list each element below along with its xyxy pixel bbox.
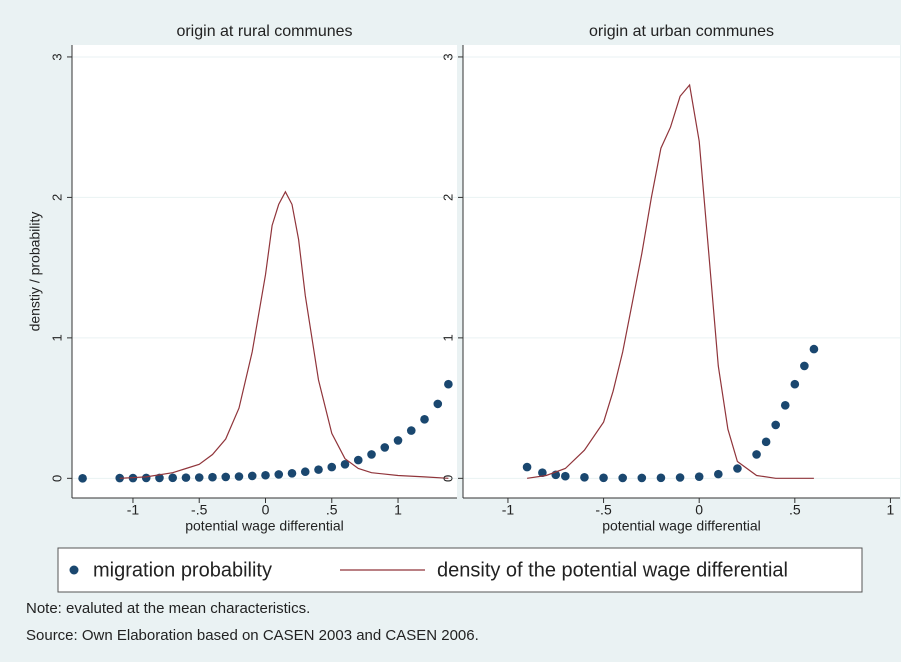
scatter-point [181,473,191,482]
x-axis-title: potential wage differential [185,518,344,534]
legend-label: density of the potential wage differenti… [437,559,788,581]
x-axis-title: potential wage differential [602,518,761,534]
x-tick-label: -.5 [595,502,612,518]
y-tick-label: 2 [49,194,64,201]
scatter-point [261,470,270,480]
scatter-point [353,455,363,465]
scatter-point [733,464,742,473]
scatter-point [637,473,647,483]
scatter-point [752,450,761,459]
y-tick-label: 3 [49,53,64,60]
scatter-point [522,462,532,472]
scatter-point [340,459,350,469]
scatter-point [300,467,310,477]
scatter-point [287,468,297,478]
scatter-point [599,473,608,483]
scatter-point [367,450,376,459]
scatter-point [714,469,723,479]
x-tick-label: 1 [394,502,402,518]
source: Source: Own Elaboration based on CASEN 2… [26,627,479,644]
scatter-point [194,473,204,482]
legend-box [57,547,863,593]
scatter-point [761,437,771,447]
scatter-point [538,468,547,478]
y-axis-title: denstiy / probability [27,212,43,332]
scatter-point [444,379,453,389]
y-tick-label: 0 [440,475,455,482]
scatter-point [561,471,570,481]
scatter-point [790,379,800,389]
scatter-point [580,473,589,482]
x-tick-label: -1 [127,502,140,518]
scatter-point [420,415,429,424]
y-tick-label: 1 [440,334,455,341]
scatter-point [780,400,790,410]
note: Note: evaluted at the mean characteristi… [26,600,310,617]
x-tick-label: -.5 [191,502,208,518]
scatter-point [208,472,217,482]
scatter-point [694,472,704,481]
scatter-point [327,462,337,472]
scatter-point [380,443,390,452]
scatter-point [274,470,284,479]
scatter-point [314,465,323,474]
density-line [119,190,449,479]
scatter-point [155,473,164,483]
plot-area [72,45,457,498]
panel-title: origin at urban communes [589,23,774,40]
x-tick-label: 0 [695,502,703,518]
legend-marker [69,565,79,575]
scatter-point [78,474,87,483]
density-line [527,83,814,479]
y-tick-label: 2 [440,194,455,201]
panel-title: origin at rural communes [176,23,352,40]
scatter-point [809,344,819,354]
scatter-point [433,399,443,409]
x-tick-label: 0 [262,502,270,518]
scatter-point [393,436,403,445]
x-tick-label: .5 [326,502,338,518]
y-tick-label: 3 [440,53,455,60]
scatter-point [141,473,151,483]
scatter-point [656,473,666,483]
scatter-point [168,473,178,483]
scatter-point [234,472,244,481]
scatter-point [247,471,257,481]
scatter-point [675,473,685,482]
scatter-point [221,472,231,482]
scatter-point [618,473,627,483]
plot-area [463,45,900,498]
y-tick-label: 0 [49,475,64,482]
x-tick-label: .5 [789,502,801,518]
scatter-point [800,361,809,371]
scatter-point [406,426,416,435]
x-tick-label: -1 [502,502,515,518]
y-tick-label: 1 [49,334,64,341]
legend-label: migration probability [93,559,272,581]
x-tick-label: 1 [887,502,895,518]
scatter-point [771,420,780,430]
